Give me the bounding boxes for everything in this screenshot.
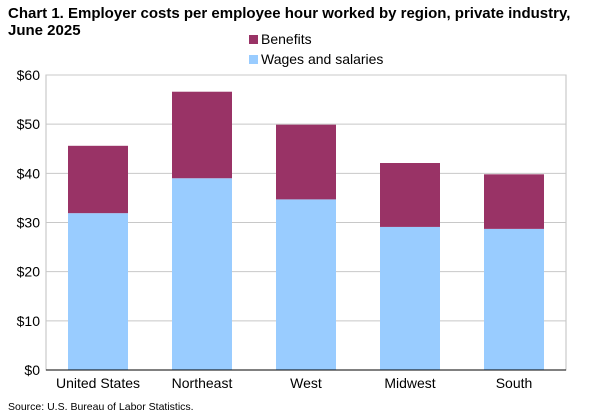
legend-swatch — [249, 55, 258, 64]
x-tick-label: West — [290, 375, 322, 391]
x-tick-label: South — [496, 375, 533, 391]
bar-segment-wages-and-salaries — [276, 199, 336, 370]
bar-segment-wages-and-salaries — [380, 226, 440, 370]
bar-segment-benefits — [380, 163, 440, 227]
legend-label: Wages and salaries — [261, 51, 383, 67]
x-tick-label: Midwest — [384, 375, 435, 391]
x-axis-tick-labels: United States Northeast West Midwest South — [56, 375, 532, 391]
bar-segment-benefits — [484, 174, 544, 229]
legend-swatch — [249, 35, 258, 44]
bar-segment-benefits — [68, 145, 128, 214]
y-axis-tick-labels: $0 $10 $20 $30 $40 $50 $60 — [17, 67, 41, 378]
bar-segment-benefits — [276, 124, 336, 200]
source-note: Source: U.S. Bureau of Labor Statistics. — [8, 401, 194, 413]
x-tick-label: Northeast — [172, 375, 233, 391]
y-tick-label: $30 — [17, 215, 41, 231]
y-tick-label: $0 — [24, 362, 40, 378]
legend: Benefits Wages and salaries — [249, 31, 383, 67]
chart-title: Chart 1. Employer costs per employee hou… — [8, 5, 571, 39]
bar-segment-wages-and-salaries — [172, 178, 232, 370]
bar-segment-wages-and-salaries — [68, 213, 128, 370]
bar-segment-benefits — [172, 91, 232, 179]
legend-label: Benefits — [261, 31, 312, 47]
y-tick-label: $60 — [17, 67, 41, 83]
y-tick-label: $20 — [17, 264, 41, 280]
y-tick-label: $50 — [17, 116, 41, 132]
y-tick-label: $40 — [17, 165, 41, 181]
x-tick-label: United States — [56, 375, 140, 391]
bars — [68, 91, 544, 370]
y-tick-label: $10 — [17, 313, 41, 329]
bar-segment-wages-and-salaries — [484, 228, 544, 370]
